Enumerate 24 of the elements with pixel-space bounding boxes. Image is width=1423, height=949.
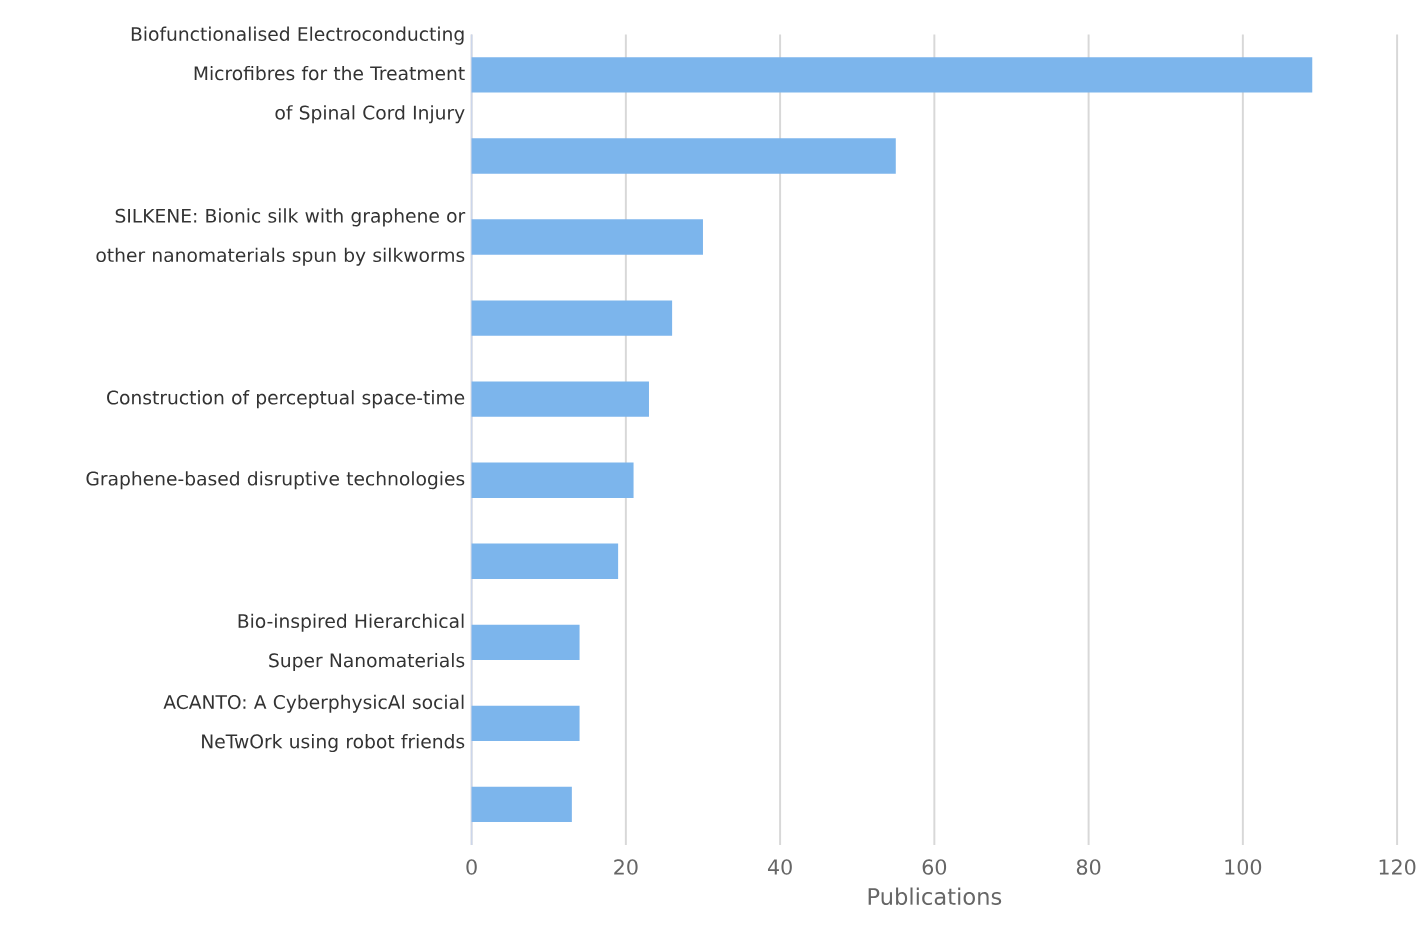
bar	[471, 381, 649, 417]
x-tick-label: 20	[614, 859, 638, 875]
bar	[471, 57, 1313, 93]
y-tick-label: Bio-inspired Hierarchical Super Nanomaterials	[238, 613, 465, 671]
y-tick-label: Construction of perceptual space-time	[107, 390, 465, 409]
category-label: Biofunctionalised Electroconducting Microfibres for the Treatment of Spinal Cord Injury	[131, 26, 465, 124]
x-tick-label: 40	[767, 859, 792, 875]
bar	[471, 543, 619, 579]
bar	[471, 786, 572, 823]
bar	[471, 138, 896, 174]
y-tick-label: Graphene-based disruptive technologies	[86, 471, 465, 490]
x-axis-title: Publications	[868, 887, 1002, 905]
bar	[471, 219, 703, 255]
bar	[471, 705, 580, 742]
x-tick-label: 60	[922, 859, 947, 875]
x-tick-label: 120	[1379, 859, 1416, 875]
y-tick-label: SILKENE: Bionic silk with graphene or other nanomaterials spun by silkworms	[96, 208, 466, 266]
bar	[471, 300, 673, 336]
y-tick-label: ACANTO: A CyberphysicAl social NeTwOrk using robot friends	[163, 694, 465, 753]
x-tick-label: 0	[466, 859, 477, 875]
bar	[471, 462, 634, 498]
x-tick-label: 100	[1225, 859, 1262, 875]
x-tick-label: 80	[1076, 859, 1101, 875]
bar	[471, 624, 580, 660]
